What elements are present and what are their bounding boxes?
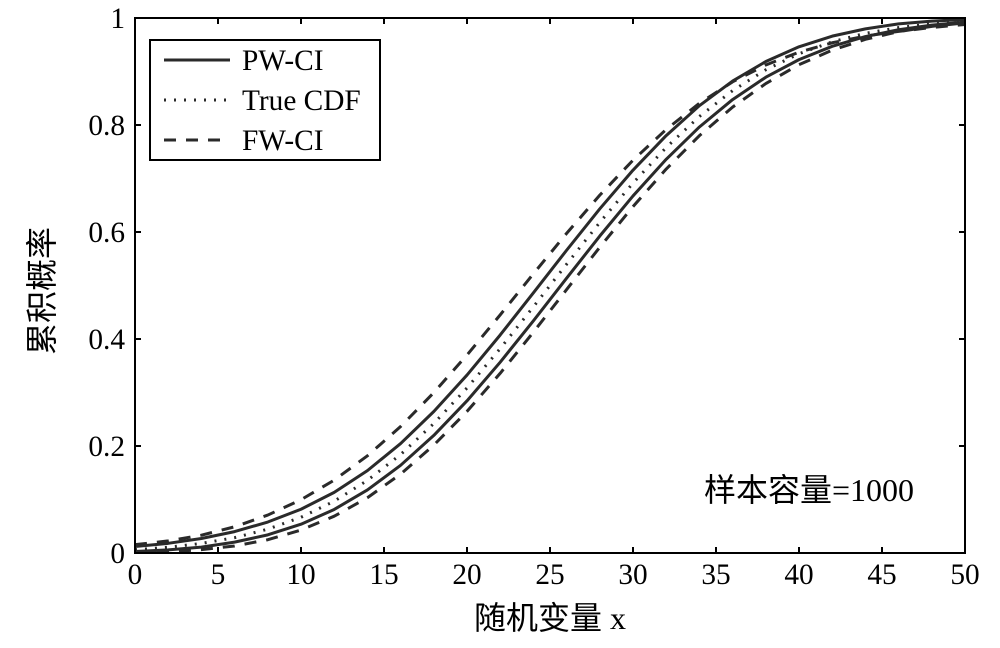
x-tick-label: 15 (359, 559, 409, 592)
y-tick-label: 0 (110, 538, 125, 571)
y-tick-label: 0.8 (88, 110, 125, 143)
x-tick-label: 30 (608, 559, 658, 592)
x-tick-label: 5 (193, 559, 243, 592)
y-axis-label: 累积概率 (17, 211, 63, 371)
figure: 累积概率 随机变量 x 样本容量=1000 PW-CI True CDF FW-… (0, 0, 1000, 648)
y-tick-label: 0.2 (88, 431, 125, 464)
x-tick-label: 40 (774, 559, 824, 592)
y-tick-label: 1 (110, 3, 125, 36)
legend-label-pw-ci: PW-CI (242, 45, 323, 78)
legend-label-true-cdf: True CDF (242, 85, 361, 118)
x-tick-label: 50 (940, 559, 990, 592)
legend-label-fw-ci: FW-CI (242, 125, 323, 158)
y-tick-label: 0.6 (88, 217, 125, 250)
x-tick-label: 10 (276, 559, 326, 592)
x-tick-label: 35 (691, 559, 741, 592)
annotation-sample-size: 样本容量=1000 (679, 465, 939, 511)
x-tick-label: 20 (442, 559, 492, 592)
x-tick-label: 25 (525, 559, 575, 592)
x-axis-label: 随机变量 x (135, 593, 965, 639)
chart-svg (0, 0, 1000, 648)
y-tick-label: 0.4 (88, 324, 125, 357)
x-tick-label: 45 (857, 559, 907, 592)
